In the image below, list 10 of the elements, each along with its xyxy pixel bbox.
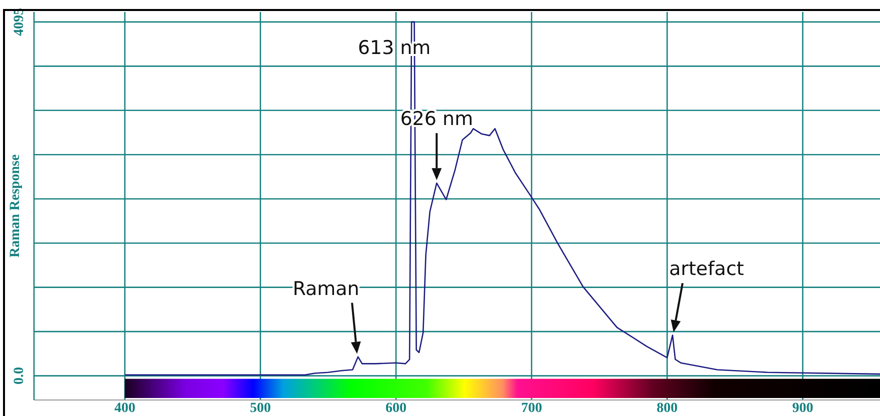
y-tick-label: 0.0 — [12, 367, 27, 385]
line-series — [124, 21, 880, 376]
annotation: artefact — [669, 258, 744, 280]
x-tick-label: 500 — [250, 400, 271, 416]
x-tick-label: 900 — [792, 400, 814, 416]
x-tick-label: 600 — [385, 400, 406, 416]
x-tick-label: 700 — [521, 400, 542, 416]
y-axis-title: Raman Response — [8, 154, 23, 258]
x-tick-label: 800 — [656, 400, 678, 416]
x-tick-label: 400 — [114, 400, 136, 416]
